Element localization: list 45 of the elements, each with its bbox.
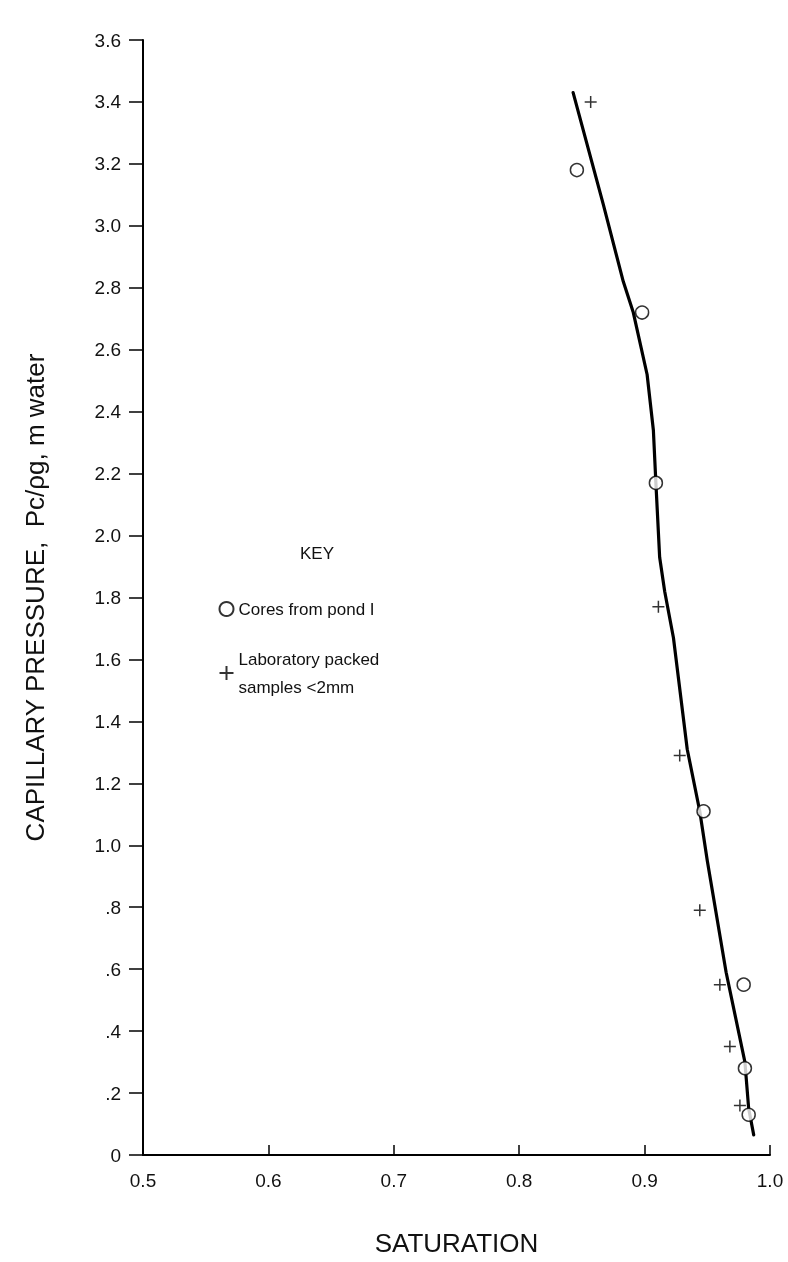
point: [696, 803, 711, 819]
x-tick-label: 0.6: [255, 1170, 282, 1191]
y-tick-label: 2.8: [94, 277, 121, 299]
y-tick-label: 3.2: [94, 153, 121, 175]
point: [737, 1061, 753, 1076]
y-tick-label: 0: [110, 1144, 121, 1166]
y-tick-label: 2.0: [94, 525, 121, 547]
y-tick-label: 1.0: [94, 834, 121, 856]
point: [723, 1039, 737, 1054]
x-tick-label: 0.5: [129, 1170, 157, 1191]
x-tick-label: 1.0: [756, 1170, 784, 1191]
point: [651, 600, 666, 614]
point: [713, 977, 727, 992]
x-tick-label: 0.8: [505, 1170, 533, 1191]
point: [736, 977, 751, 992]
legend-title: KEY: [300, 544, 335, 563]
point: [569, 162, 585, 178]
point: [583, 95, 598, 109]
y-tick-label: 3.0: [94, 215, 121, 237]
y-tick-label: .2: [105, 1082, 121, 1104]
point: [741, 1107, 756, 1122]
legend-label: Laboratory packed samples <2mm: [238, 649, 385, 697]
y-tick-label: .8: [105, 896, 121, 918]
x-tick-label: 0.7: [380, 1170, 408, 1191]
point: [693, 903, 707, 918]
legend-label: Cores from pond I: [238, 599, 375, 619]
y-tick-label: 3.4: [94, 91, 122, 113]
y-tick-label: 1.6: [94, 648, 121, 670]
point: [672, 748, 687, 763]
point: [634, 305, 650, 320]
y-tick-label: 2.2: [94, 463, 121, 485]
point: [648, 475, 664, 491]
x-tick-label: 0.9: [631, 1170, 658, 1191]
y-tick-label: 1.4: [94, 710, 122, 732]
y-tick-label: .4: [105, 1020, 122, 1042]
line-series: [571, 91, 756, 1137]
y-tick-label: 2.6: [94, 339, 121, 361]
y-tick-label: 2.4: [94, 401, 122, 423]
y-axis-title: CAPILLARY PRESSURE, Pc/ρg, m water: [20, 353, 50, 842]
x-axis-title: SATURATION: [374, 1228, 539, 1258]
point: [733, 1098, 747, 1113]
y-tick-label: 1.2: [94, 772, 121, 794]
y-tick-label: 1.8: [94, 587, 121, 608]
y-tick-label: .6: [105, 958, 121, 980]
y-tick-label: 3.6: [94, 29, 121, 51]
